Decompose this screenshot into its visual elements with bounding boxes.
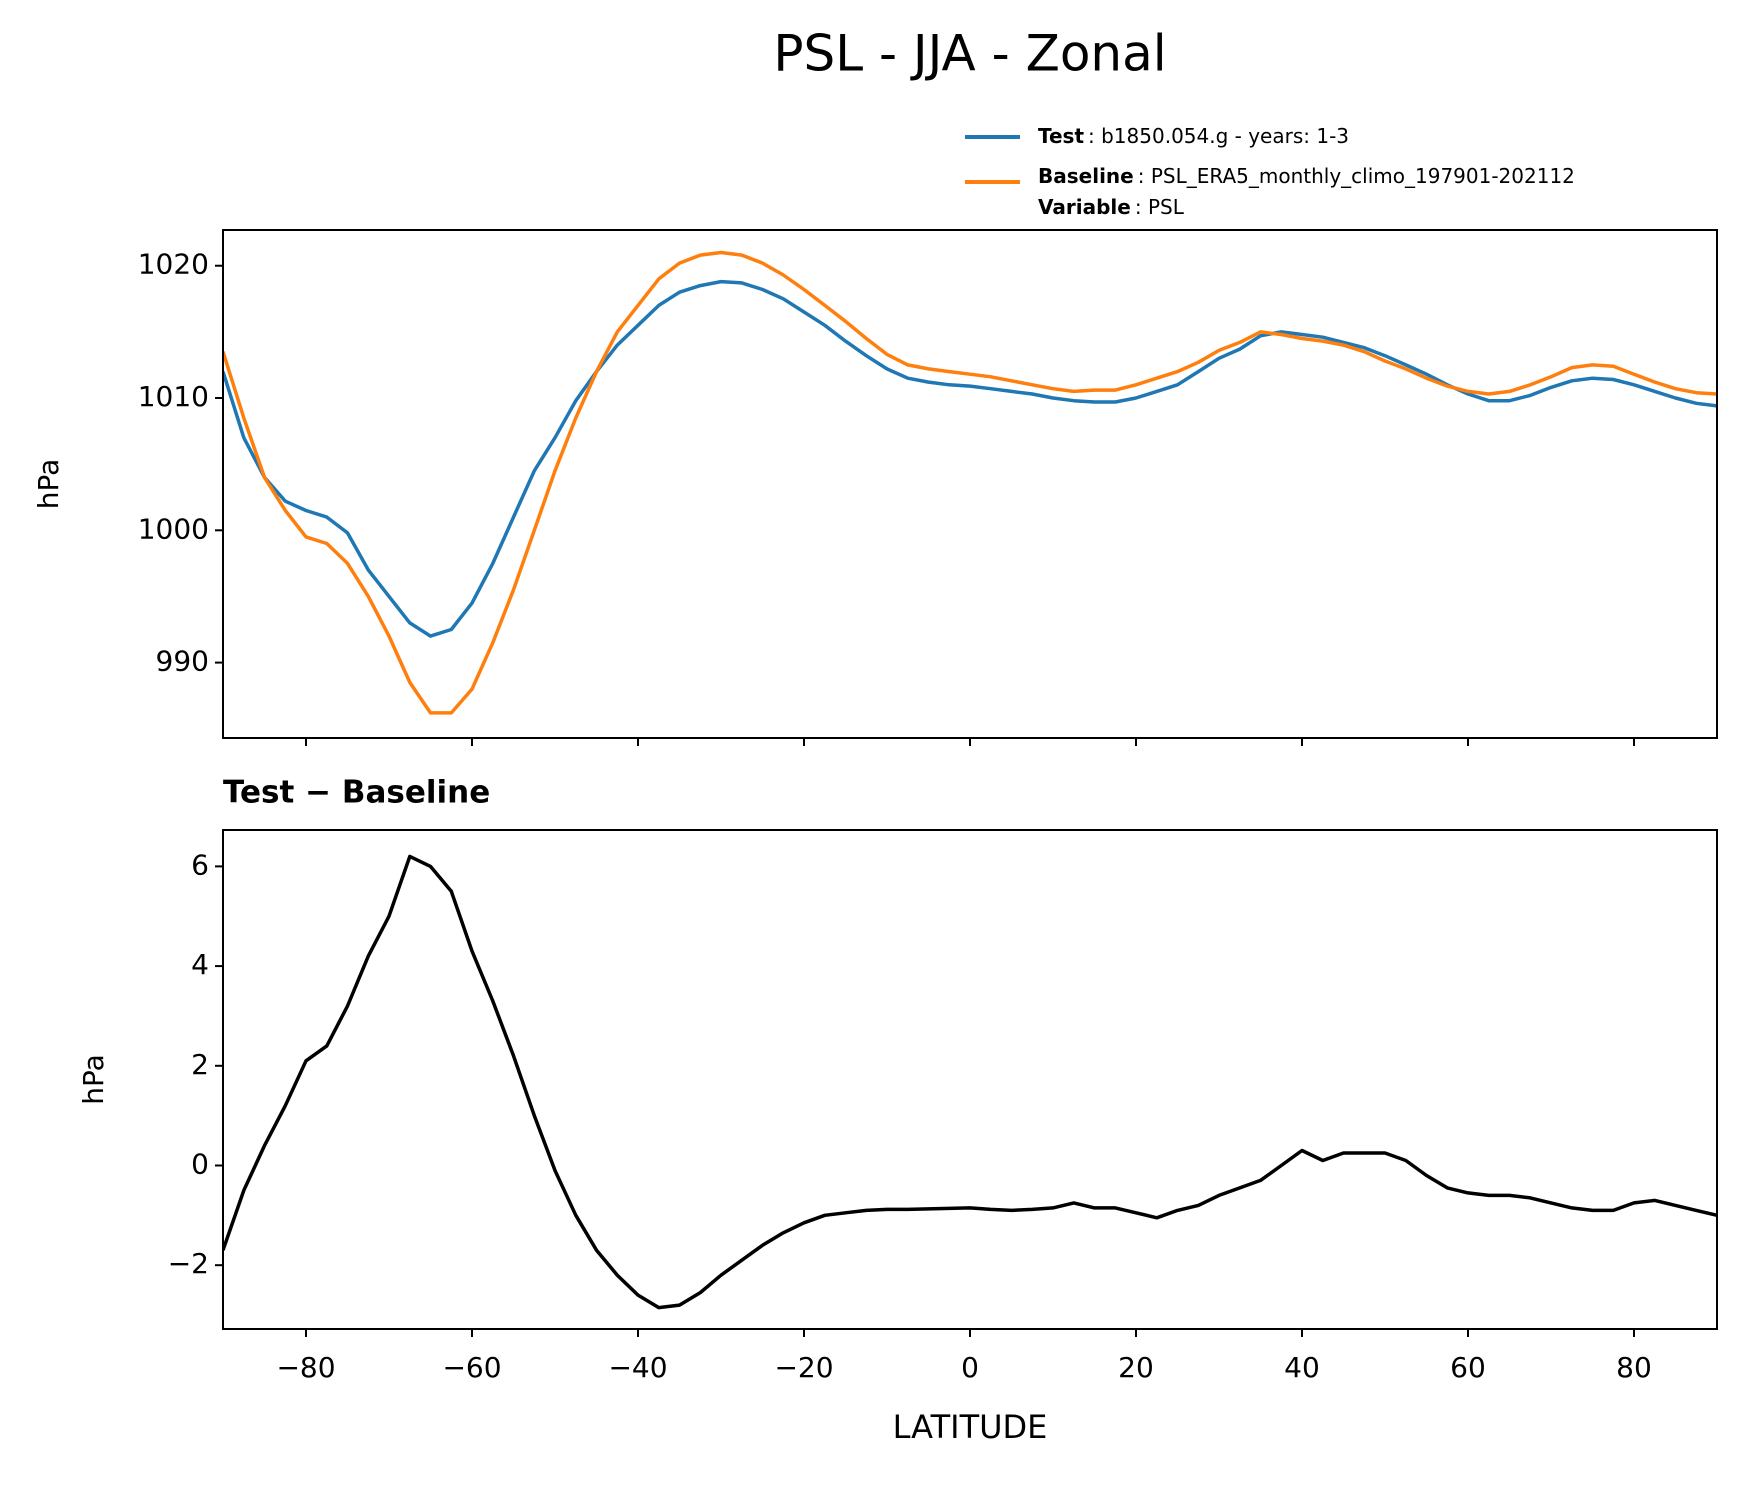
x-tick-label: 0	[961, 1351, 979, 1384]
x-tick-label: 20	[1118, 1351, 1154, 1384]
y-tick-label: 4	[191, 948, 209, 981]
y-tick-label: 6	[191, 848, 209, 881]
legend-name: Baseline	[1038, 164, 1134, 188]
diff-line	[223, 854, 1717, 1310]
legend-description: : b1850.054.g - years: 1-3	[1088, 124, 1349, 148]
legend-name: Test	[1038, 124, 1084, 148]
x-tick-label: 60	[1450, 1351, 1486, 1384]
y-tick-label: −2	[168, 1247, 209, 1280]
y-tick-label: 1010	[138, 380, 209, 413]
y-tick-label: 1020	[138, 248, 209, 281]
y-axis-label: hPa	[32, 459, 65, 510]
x-tick-label: 80	[1616, 1351, 1652, 1384]
x-tick-label: −60	[442, 1351, 501, 1384]
series-line	[223, 250, 1717, 715]
y-tick-label: 990	[156, 645, 209, 678]
legend-entry: Baseline: PSL_ERA5_monthly_climo_197901-…	[1038, 164, 1575, 188]
x-tick-label: −20	[774, 1351, 833, 1384]
legend-description: : PSL	[1135, 195, 1185, 219]
x-tick-label: −80	[276, 1351, 335, 1384]
subplot-title: Test − Baseline	[223, 775, 490, 811]
x-tick-label: −40	[608, 1351, 667, 1384]
legend-entry: Test: b1850.054.g - years: 1-3	[1038, 124, 1349, 148]
figure-title: PSL - JJA - Zonal	[773, 25, 1166, 83]
legend-entry: Variable: PSL	[1038, 195, 1185, 219]
legend-name: Variable	[1038, 195, 1131, 219]
axes-frame	[222, 229, 1718, 739]
y-axis-label: hPa	[77, 1054, 110, 1105]
axes-frame	[222, 829, 1718, 1330]
legend-description: : PSL_ERA5_monthly_climo_197901-202112	[1138, 164, 1575, 188]
series-line	[223, 279, 1717, 638]
x-axis-label: LATITUDE	[893, 1408, 1048, 1446]
x-tick-label: 40	[1284, 1351, 1320, 1384]
y-tick-label: 2	[191, 1048, 209, 1081]
y-tick-label: 1000	[138, 512, 209, 545]
y-tick-label: 0	[191, 1147, 209, 1180]
